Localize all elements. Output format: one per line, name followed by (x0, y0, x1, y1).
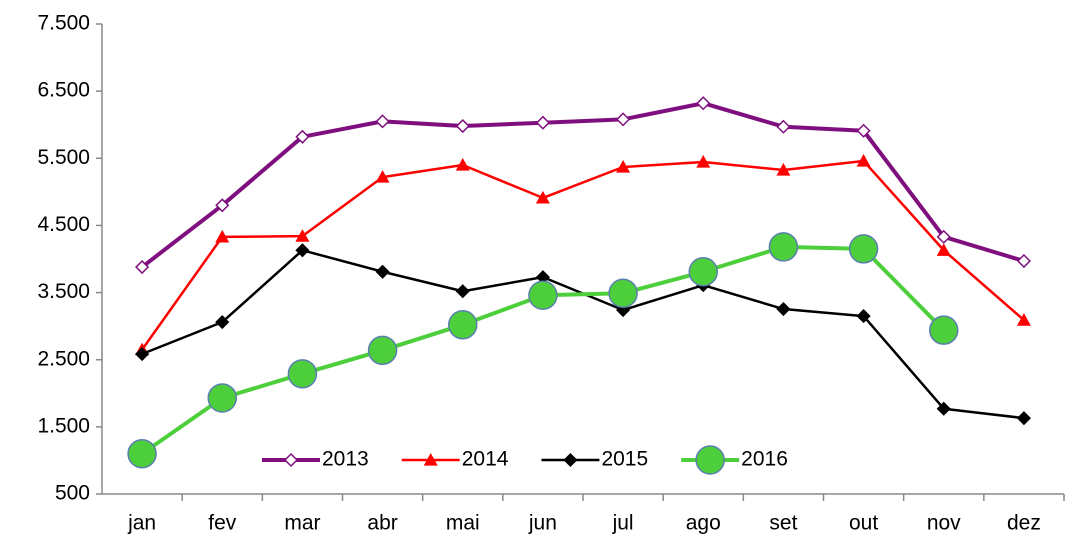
data-point (375, 170, 390, 183)
y-tick-label: 4.500 (37, 213, 90, 236)
data-point (215, 315, 230, 330)
data-point (455, 118, 470, 134)
y-tick-label: 1.500 (37, 414, 90, 437)
legend-marker (563, 452, 578, 468)
data-point (455, 284, 470, 299)
data-point (616, 160, 631, 173)
data-point (776, 119, 791, 134)
data-point (848, 234, 879, 264)
data-point (367, 335, 398, 366)
legend-marker (283, 452, 299, 468)
data-point (295, 229, 310, 242)
legend-marker (695, 445, 725, 475)
data-point (295, 243, 310, 258)
data-point (535, 190, 550, 204)
data-point (608, 278, 638, 308)
x-tick-label: nov (927, 512, 961, 535)
x-tick-label: jun (528, 512, 557, 535)
data-point (768, 232, 799, 262)
data-point (929, 315, 959, 345)
data-point (856, 309, 871, 324)
legend-label: 2013 (322, 448, 369, 471)
data-point (1016, 253, 1031, 269)
x-tick-label: jul (612, 512, 634, 535)
data-point (375, 264, 390, 279)
x-tick-label: mar (284, 512, 320, 535)
x-tick-label: fev (208, 512, 237, 535)
data-point (535, 115, 550, 130)
data-point (616, 112, 631, 127)
data-point (528, 280, 558, 311)
series-line (141, 159, 1025, 351)
data-point (215, 229, 230, 243)
data-point (936, 401, 951, 416)
x-tick-label: abr (367, 512, 397, 535)
x-tick-label: dez (1007, 512, 1041, 535)
data-point (776, 163, 791, 176)
data-point (287, 359, 318, 389)
y-tick-label: 500 (55, 482, 90, 505)
data-point (776, 301, 791, 317)
y-tick-label: 3.500 (37, 280, 90, 303)
data-point (936, 229, 951, 244)
data-point (1016, 411, 1031, 426)
data-point (135, 346, 150, 362)
data-point (455, 158, 470, 171)
data-point (856, 153, 871, 167)
y-tick-label: 2.500 (37, 347, 90, 370)
data-point (207, 383, 237, 413)
data-point (696, 96, 711, 111)
legend-marker (423, 453, 438, 466)
x-tick-label: out (849, 512, 878, 535)
x-tick-label: set (769, 512, 797, 535)
data-point (127, 438, 157, 469)
series-line (140, 101, 1025, 269)
data-point (856, 123, 871, 138)
y-tick-label: 7.500 (37, 12, 90, 35)
data-point (448, 310, 478, 340)
data-point (1016, 313, 1031, 326)
x-tick-label: jan (127, 512, 156, 535)
data-point (295, 129, 310, 144)
y-tick-label: 6.500 (37, 79, 90, 102)
data-point (215, 198, 230, 213)
data-point (696, 154, 711, 168)
data-point (936, 243, 951, 256)
legend-label: 2015 (601, 448, 648, 471)
x-tick-label: mai (446, 512, 480, 535)
x-tick-label: ago (686, 512, 721, 535)
legend-label: 2014 (462, 448, 509, 471)
data-point (135, 259, 150, 275)
y-tick-label: 5.500 (37, 146, 90, 169)
data-point (375, 114, 390, 129)
data-point (688, 257, 718, 287)
legend-label: 2016 (741, 448, 788, 471)
